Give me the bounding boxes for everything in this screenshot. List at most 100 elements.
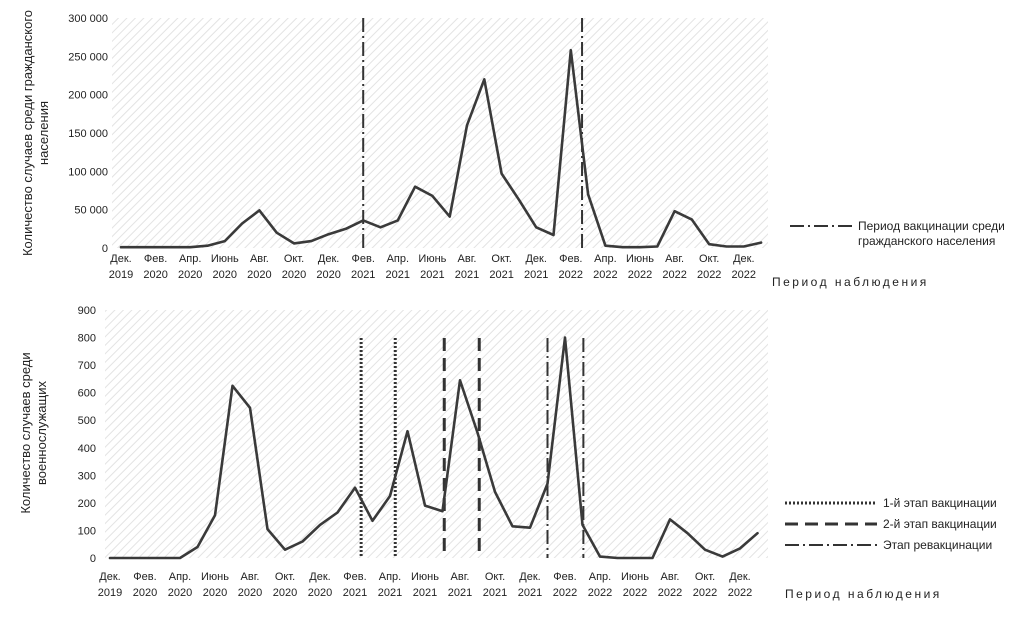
- x-tick-label: Окт.: [275, 571, 295, 583]
- data-point: [362, 219, 365, 222]
- data-point: [500, 172, 503, 175]
- data-point: [336, 511, 339, 514]
- data-point: [189, 246, 192, 249]
- x-tick-label: Дек.: [519, 571, 540, 583]
- data-point: [137, 246, 140, 249]
- x-tick-label: Авг.: [451, 571, 470, 583]
- x-tick-label-year: 2019: [98, 587, 122, 599]
- y-tick-label: 700: [78, 360, 96, 372]
- x-tick-label-year: 2020: [143, 269, 167, 281]
- y-tick-label: 150 000: [68, 128, 108, 140]
- x-tick-label: Окт.: [695, 571, 715, 583]
- y-tick-label: 0: [102, 243, 108, 255]
- x-tick-label: Фев.: [144, 253, 167, 265]
- x-tick-label: Дек.: [110, 253, 131, 265]
- data-point: [396, 219, 399, 222]
- data-point: [424, 504, 426, 507]
- data-point: [494, 490, 496, 493]
- x-tick-label-year: 2021: [413, 587, 437, 599]
- data-point: [581, 524, 584, 526]
- data-point: [327, 233, 330, 236]
- x-tick-label-year: 2022: [732, 269, 756, 281]
- x-tick-label: Дек.: [318, 253, 339, 265]
- x-tick-label-year: 2019: [109, 269, 133, 281]
- x-tick-label-year: 2020: [282, 269, 306, 281]
- x-tick-label: Авг.: [250, 253, 269, 265]
- x-tick-label-year: 2022: [559, 269, 583, 281]
- data-point: [249, 406, 251, 409]
- data-point: [621, 246, 624, 249]
- x-tick-label: Авг.: [458, 253, 477, 265]
- data-point: [518, 198, 520, 201]
- x-tick-label: Июнь: [411, 571, 439, 583]
- y-tick-label: 50 000: [74, 205, 108, 217]
- data-point: [126, 557, 129, 559]
- data-point: [431, 194, 434, 197]
- x-tick-label-year: 2022: [697, 269, 721, 281]
- data-point: [284, 548, 286, 551]
- y-tick-label: 200 000: [68, 90, 108, 102]
- x-tick-label-year: 2022: [553, 587, 577, 599]
- x-tick-label: Окт.: [485, 571, 505, 583]
- data-point: [599, 555, 601, 558]
- legend-label: Этап ревакцинации: [883, 538, 992, 552]
- y-axis-label-line: Количество случаев среди: [18, 352, 33, 513]
- data-point: [441, 510, 444, 513]
- x-tick-label: Авг.: [661, 571, 680, 583]
- legend-label: 1-й этап вакцинации: [883, 496, 997, 510]
- x-tick-label-year: 2020: [273, 587, 297, 599]
- series-line: [108, 336, 759, 560]
- x-tick-label-year: 2021: [489, 269, 513, 281]
- x-tick-label: Окт.: [284, 253, 304, 265]
- x-tick-label-year: 2021: [378, 587, 402, 599]
- data-point: [301, 540, 304, 543]
- data-point: [476, 431, 479, 434]
- data-point: [414, 185, 416, 188]
- legend-label-line: Период вакцинации среди: [858, 219, 1005, 233]
- x-tick-label: Июнь: [418, 253, 446, 265]
- x-tick-label: Апр.: [387, 253, 409, 265]
- series-line: [119, 48, 763, 249]
- legend-label: Период вакцинации среди гражданского насе…: [858, 219, 1005, 248]
- data-point: [564, 336, 566, 339]
- data-point: [179, 557, 181, 559]
- data-point: [604, 244, 607, 247]
- y-tick-label: 600: [78, 388, 96, 400]
- data-point: [673, 210, 676, 213]
- data-point: [354, 486, 356, 489]
- data-point: [634, 557, 636, 559]
- x-tick-label: Авг.: [665, 253, 684, 265]
- y-tick-label: 0: [90, 553, 96, 565]
- x-tick-label: Июнь: [211, 253, 239, 265]
- data-point: [241, 222, 244, 225]
- x-tick-label-year: 2021: [524, 269, 548, 281]
- chart-panel: 0 50 000 100 000 150 000 200 000 250 000 300 0…: [20, 10, 1005, 289]
- x-tick-label: Дек.: [729, 571, 750, 583]
- data-point: [742, 245, 745, 248]
- data-point: [483, 78, 486, 81]
- x-tick-label: Фев.: [133, 571, 156, 583]
- data-point: [389, 495, 391, 497]
- x-tick-label-year: 2020: [178, 269, 202, 281]
- x-tick-label: Фев.: [553, 571, 576, 583]
- data-point: [535, 226, 538, 229]
- data-point: [310, 240, 313, 243]
- x-tick-label-year: 2021: [343, 587, 367, 599]
- y-tick-label: 250 000: [68, 51, 108, 63]
- x-tick-label-year: 2020: [168, 587, 192, 599]
- x-tick-label: Фев.: [559, 253, 582, 265]
- x-tick-label-year: 2020: [133, 587, 157, 599]
- x-tick-label: Июнь: [621, 571, 649, 583]
- x-axis-title: Период наблюдения: [785, 587, 942, 601]
- data-point: [686, 532, 689, 535]
- data-point: [345, 227, 347, 230]
- data-point: [154, 246, 157, 249]
- y-tick-label: 100 000: [68, 166, 108, 178]
- y-tick-label: 800: [78, 333, 96, 345]
- y-tick-label: 300 000: [68, 13, 108, 25]
- legend-label: 2-й этап вакцинации: [883, 517, 997, 531]
- x-tick-label-year: 2022: [593, 269, 617, 281]
- data-point: [144, 557, 146, 559]
- data-point: [466, 124, 468, 127]
